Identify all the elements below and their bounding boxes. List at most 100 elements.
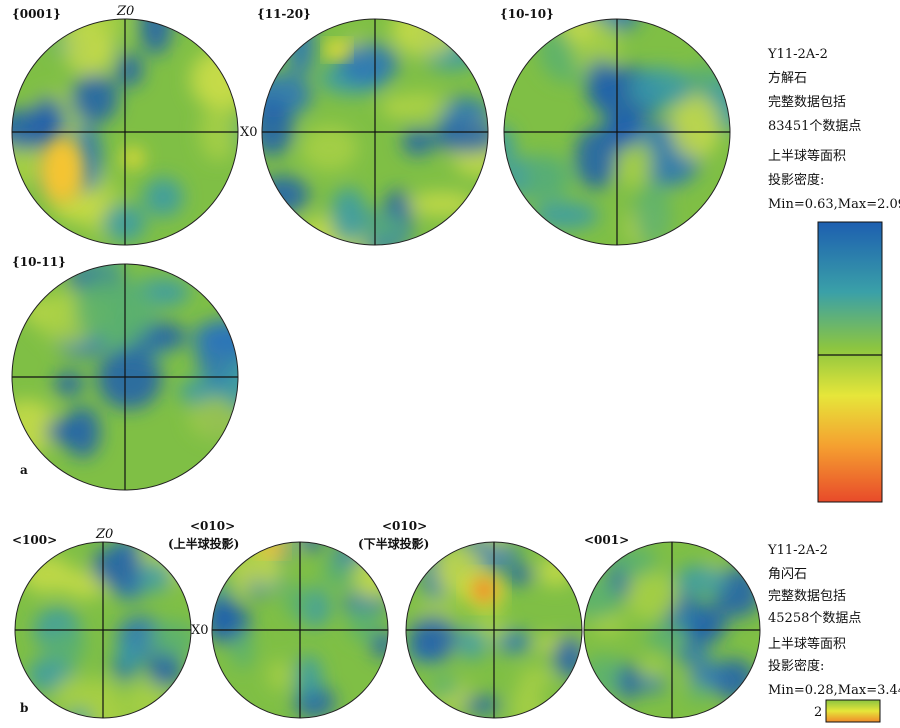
density-blob: [137, 562, 173, 593]
hot-spot: [474, 580, 494, 600]
info-line: Min=0.63,Max=2.09: [768, 197, 900, 212]
info-line: 上半球等面积: [768, 636, 846, 652]
pole-figure: [262, 19, 488, 245]
density-blob: [231, 631, 255, 669]
hot-spots: [464, 572, 504, 608]
info-line: 上半球等面积: [768, 148, 846, 164]
info-line: 方解石: [768, 70, 807, 86]
density-blob: [12, 108, 62, 150]
density-blob: [675, 644, 711, 664]
info-line: 投影密度:: [768, 658, 824, 674]
density-blob: [604, 109, 638, 151]
density-blob: [300, 124, 358, 171]
density-blob: [54, 371, 84, 397]
density-blob: [532, 201, 599, 230]
axis-label: Z0: [95, 527, 113, 542]
density-blob: [286, 19, 315, 78]
density-blob: [505, 564, 534, 585]
colorbar-small: [825, 699, 881, 723]
hot-spot: [258, 542, 286, 557]
density-blob: [70, 73, 119, 124]
density-blob: [631, 66, 690, 110]
info-line: Y11-2A-2: [767, 543, 828, 558]
density-blob: [147, 620, 191, 661]
density-blob: [408, 615, 458, 660]
density-blob: [353, 552, 388, 600]
density-field: [504, 19, 730, 245]
density-blob: [391, 19, 460, 57]
pole-figure: [12, 19, 238, 245]
density-blob: [686, 682, 711, 701]
axis-label: X0: [191, 623, 209, 638]
hot-spot: [123, 148, 143, 168]
axis-label: Z0: [116, 4, 134, 19]
info-line: 角闪石: [768, 567, 807, 582]
density-blob: [43, 626, 87, 665]
density-blob: [338, 42, 399, 85]
panel-label: {10-10}: [500, 7, 554, 21]
panel-label: <010>: [382, 519, 427, 533]
density-blob: [53, 675, 95, 716]
hot-spots: [40, 136, 143, 204]
info-line: 投影密度:: [768, 172, 824, 188]
panel-label: {0001}: [12, 7, 61, 21]
density-blob: [432, 121, 488, 154]
density-blob: [224, 359, 238, 412]
density-blob: [408, 191, 476, 217]
density-blob: [455, 628, 488, 659]
info-b: Y11-2A-2 角闪石 完整数据包括 45258个数据点 上半球等面积 投影密…: [767, 543, 900, 698]
density-blob: [267, 660, 292, 691]
hot-spot: [325, 40, 349, 60]
density-blob: [623, 571, 680, 621]
panel-label: <001>: [584, 533, 629, 547]
density-blob: [348, 605, 379, 642]
density-blob: [102, 204, 146, 242]
density-blob: [637, 674, 666, 693]
density-blob: [633, 184, 671, 245]
density-blob: [606, 545, 658, 578]
hot-spots: [258, 542, 286, 557]
panel-note: (上半球投影): [168, 536, 239, 551]
density-blob: [298, 542, 323, 553]
density-blob: [189, 48, 238, 111]
density-blob: [117, 638, 141, 673]
panel-label: {10-11}: [12, 255, 66, 269]
colorbar: [817, 221, 883, 503]
density-blob: [262, 175, 309, 215]
density-blob: [147, 653, 183, 687]
density-blob: [12, 399, 59, 455]
info-line: 83451个数据点: [768, 119, 861, 134]
density-blob: [670, 93, 720, 160]
density-blob: [64, 406, 101, 459]
density-blob: [463, 696, 501, 714]
info-line: Y11-2A-2: [767, 47, 828, 62]
density-blob: [685, 625, 711, 645]
density-blob: [584, 577, 621, 619]
axis-label: X0: [240, 125, 258, 140]
info-line: 完整数据包括: [768, 589, 846, 604]
panel-label: <100>: [12, 533, 57, 547]
density-blob: [585, 59, 618, 111]
density-blob: [493, 630, 533, 653]
density-blob: [370, 631, 388, 659]
density-blob: [641, 655, 664, 679]
info-a: Y11-2A-2 方解石 完整数据包括 83451个数据点 上半球等面积 投影密…: [767, 47, 900, 212]
density-blob: [262, 99, 294, 156]
density-blob: [538, 556, 574, 587]
density-blob: [143, 177, 184, 217]
density-blob: [431, 674, 461, 701]
panel-label: {11-20}: [257, 7, 311, 21]
pole-figure: [406, 542, 582, 718]
density-blob: [95, 19, 126, 40]
density-blob: [574, 126, 618, 190]
panel-letter: b: [20, 701, 28, 715]
hot-spot: [40, 136, 84, 204]
colorbar-label: 2: [814, 705, 822, 720]
density-blob: [199, 104, 237, 161]
density-blob: [518, 667, 558, 686]
density-blob: [402, 128, 433, 156]
density-blob: [20, 555, 73, 594]
panel-label: <010>: [190, 519, 235, 533]
density-blob: [393, 91, 450, 121]
